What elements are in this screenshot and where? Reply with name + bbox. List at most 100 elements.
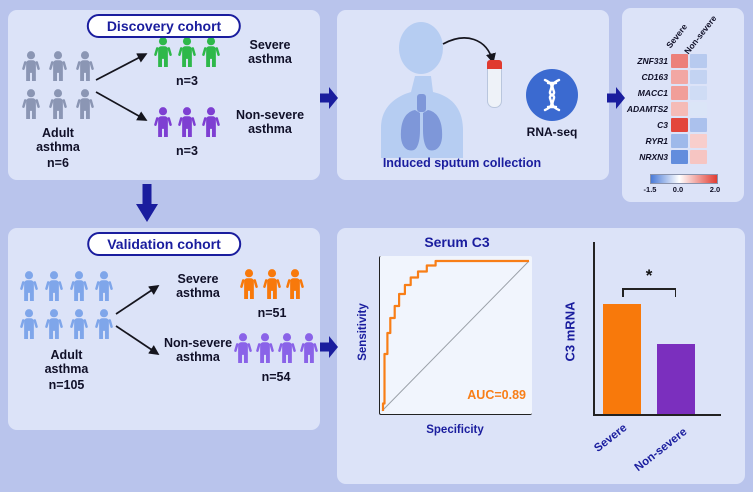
patient-silhouette: [381, 22, 463, 158]
validation-panel: Validation cohort Adult asthma n=105 Sev…: [8, 228, 320, 430]
adult-person-icon: [70, 308, 88, 340]
adult-person-icon: [22, 88, 40, 120]
severe-n-validation: n=51: [257, 306, 287, 320]
heatmap-row: RYR1: [624, 134, 742, 148]
severe-n-discovery: n=3: [176, 74, 198, 88]
severe-label-validation: Severe asthma: [176, 272, 220, 300]
scale-tick-min: -1.5: [643, 185, 657, 194]
sig-bracket: [622, 288, 676, 290]
heatmap-col-nonsevere: Non-severe: [682, 13, 719, 56]
nonsevere-person-icon: [300, 332, 318, 364]
severe-person-icon: [286, 268, 304, 300]
auc-annotation: AUC=0.89: [467, 388, 526, 402]
heatmap-cell: [671, 102, 688, 116]
sig-bracket-right: [674, 288, 676, 297]
roc-curve: [381, 259, 530, 412]
nonsevere-person-icon: [154, 106, 172, 138]
discovery-title: Discovery cohort: [86, 14, 242, 38]
roc-plot: AUC=0.89: [379, 256, 532, 415]
adult-asthma-label: Adult asthma: [44, 348, 89, 376]
nonsevere-person-icon: [178, 106, 196, 138]
severe-person-icon: [263, 268, 281, 300]
bar-ylabel: C3 mRNA: [562, 301, 578, 362]
scale-tick-mid: 0.0: [672, 185, 684, 194]
nonsevere-person-icon: [202, 106, 220, 138]
nonsevere-group-discovery: [154, 106, 220, 138]
adult-person-icon: [95, 308, 113, 340]
sputum-tube-icon: [487, 60, 502, 108]
branch-arrows-validation: [115, 285, 160, 355]
heatmap-colorbar: [650, 174, 718, 184]
adult-asthma-n: n=105: [48, 378, 85, 392]
significance-star: *: [645, 266, 653, 285]
heatmap-cell: [690, 54, 707, 68]
adult-asthma-group-discovery: [22, 50, 94, 120]
heatmap-panel: Severe Non-severe ZNF331 CD163 MACC1 ADAMTS…: [622, 8, 744, 202]
flow-arrow-discovery-to-validation: [136, 184, 158, 222]
adult-asthma-label: Adult asthma: [36, 126, 80, 154]
roc-ylabel: Sensitivity: [357, 303, 369, 361]
nonsevere-label-discovery: Non-severe asthma: [235, 108, 305, 136]
adult-person-icon: [49, 88, 67, 120]
heatmap-cell: [690, 134, 707, 148]
adult-asthma-n: n=6: [47, 156, 69, 170]
heatmap-row: C3: [624, 118, 742, 132]
nonsevere-person-icon: [234, 332, 252, 364]
heatmap-cell: [690, 118, 707, 132]
gene-label: C3: [657, 120, 668, 130]
nonsevere-n-discovery: n=3: [176, 144, 198, 158]
severe-person-icon: [240, 268, 258, 300]
heatmap-row: ADAMTS2: [624, 102, 742, 116]
branch-arrows-discovery: [95, 53, 148, 121]
severe-group-validation: [240, 268, 304, 300]
nonsevere-label-validation: Non-severe asthma: [163, 336, 233, 364]
heatmap-cell: [671, 150, 688, 164]
adult-asthma-group-validation: [20, 270, 113, 340]
gene-label: ADAMTS2: [626, 104, 668, 114]
adult-person-icon: [45, 308, 63, 340]
scale-tick-max: 2.0: [709, 185, 721, 194]
severe-person-icon: [154, 36, 172, 68]
adult-person-icon: [45, 270, 63, 302]
nonsevere-person-icon: [256, 332, 274, 364]
heatmap-row: ZNF331: [624, 54, 742, 68]
severe-person-icon: [178, 36, 196, 68]
adult-person-icon: [22, 50, 40, 82]
adult-person-icon: [76, 88, 94, 120]
dna-icon: [526, 69, 578, 121]
severe-group-discovery: [154, 36, 220, 68]
tube-body: [487, 69, 502, 108]
heatmap-row: MACC1: [624, 86, 742, 100]
sig-bracket-left: [622, 288, 624, 297]
adult-person-icon: [49, 50, 67, 82]
heatmap-cell: [671, 86, 688, 100]
sputum-flow-arrow: [442, 37, 496, 64]
severe-person-icon: [202, 36, 220, 68]
bar-label-severe: Severe: [592, 422, 630, 455]
heatmap-row: CD163: [624, 70, 742, 84]
bar-x-axis: [593, 414, 721, 416]
adult-person-icon: [76, 50, 94, 82]
validation-title: Validation cohort: [87, 232, 241, 256]
flow-arrow-validation-to-results: [320, 336, 338, 358]
severe-label-discovery: Severe asthma: [248, 38, 292, 66]
nonsevere-person-icon: [278, 332, 296, 364]
sputum-panel: RNA-seq Induced sputum collection: [337, 10, 609, 180]
tube-cap: [487, 60, 502, 69]
heatmap-grid: ZNF331 CD163 MACC1 ADAMTS2 C3 RYR1 NRXN3: [624, 54, 742, 166]
gene-label: NRXN3: [639, 152, 668, 162]
adult-person-icon: [20, 270, 38, 302]
heatmap-cell: [690, 150, 707, 164]
heatmap-cell: [671, 54, 688, 68]
heatmap-cell: [671, 118, 688, 132]
adult-person-icon: [70, 270, 88, 302]
flow-arrow-sputum-to-heatmap: [607, 87, 625, 109]
nonsevere-n-validation: n=54: [261, 370, 291, 384]
heatmap-cell: [671, 134, 688, 148]
bar-y-axis: [593, 242, 595, 416]
roc-title: Serum C3: [424, 234, 490, 250]
gene-label: ZNF331: [637, 56, 668, 66]
results-panel: Serum C3 AUC=0.89 Sensitivity Specificit…: [337, 228, 745, 484]
gene-label: RYR1: [645, 136, 668, 146]
gene-label: MACC1: [637, 88, 668, 98]
